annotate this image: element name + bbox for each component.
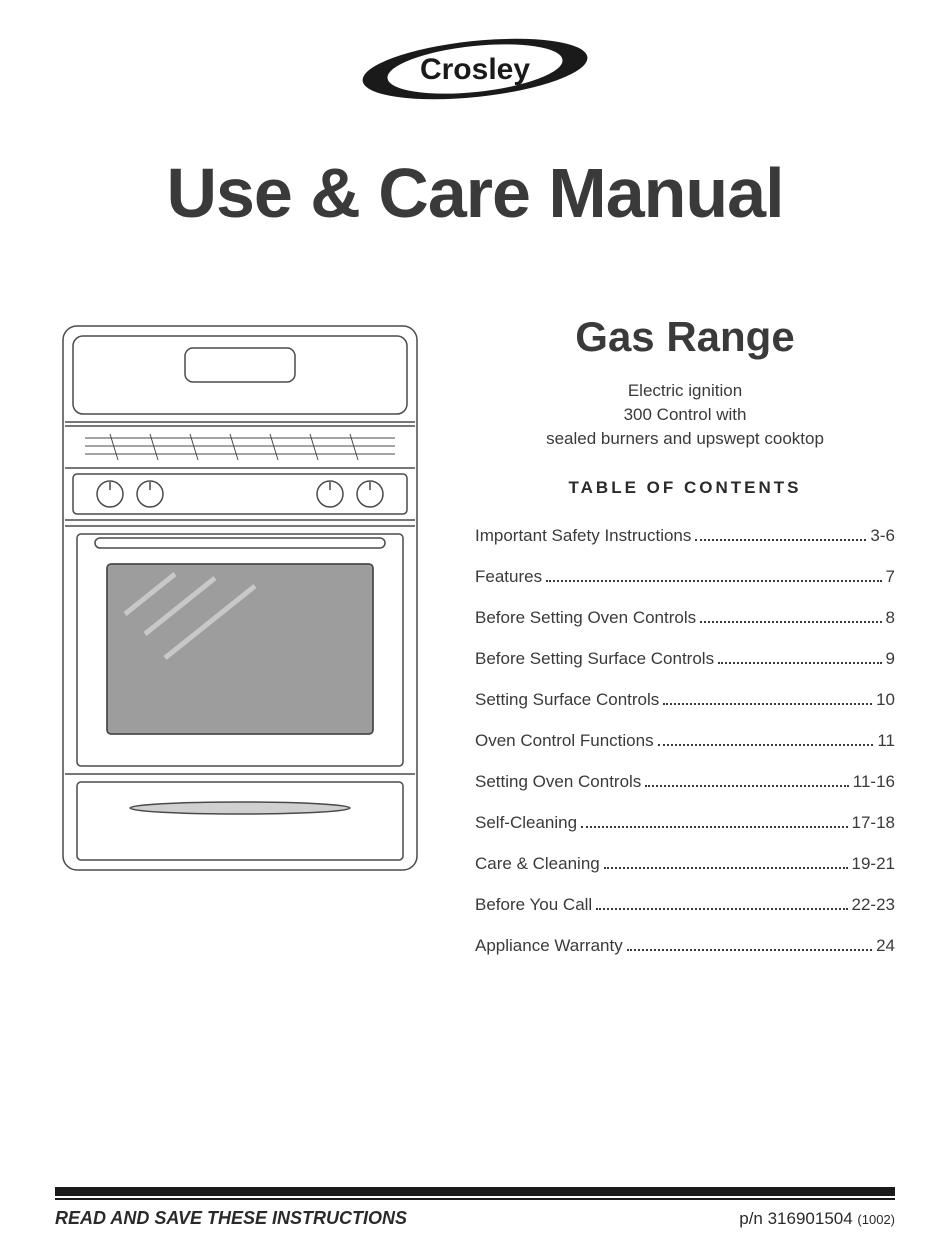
toc-page: 8: [886, 608, 895, 628]
toc-page: 24: [876, 936, 895, 956]
toc-label: Setting Surface Controls: [475, 690, 659, 710]
toc-leader-dots: [645, 785, 848, 787]
toc-label: Self-Cleaning: [475, 813, 577, 833]
desc-line-3: sealed burners and upswept cooktop: [546, 429, 824, 448]
toc-label: Before You Call: [475, 895, 592, 915]
toc-page: 3-6: [870, 526, 895, 546]
product-illustration-column: [55, 313, 425, 977]
brand-logo-container: Crosley: [55, 30, 895, 113]
footer-row: READ AND SAVE THESE INSTRUCTIONS p/n 316…: [55, 1208, 895, 1229]
toc-item: Care & Cleaning 19-21: [475, 854, 895, 874]
toc-label: Before Setting Oven Controls: [475, 608, 696, 628]
toc-leader-dots: [658, 744, 874, 746]
toc-label: Features: [475, 567, 542, 587]
crosley-logo: Crosley: [360, 30, 590, 108]
desc-line-2: 300 Control with: [624, 405, 747, 424]
toc-label: Important Safety Instructions: [475, 526, 691, 546]
footer-instruction: READ AND SAVE THESE INSTRUCTIONS: [55, 1208, 407, 1229]
toc-leader-dots: [596, 908, 847, 910]
toc-page: 11-16: [853, 772, 895, 792]
toc-leader-dots: [604, 867, 848, 869]
toc-page: 10: [876, 690, 895, 710]
toc-leader-dots: [546, 580, 881, 582]
pn-prefix: p/n: [739, 1209, 767, 1228]
toc-label: Appliance Warranty: [475, 936, 623, 956]
footer-rule-thin: [55, 1198, 895, 1200]
page-footer: READ AND SAVE THESE INSTRUCTIONS p/n 316…: [55, 1187, 895, 1229]
toc-label: Care & Cleaning: [475, 854, 600, 874]
toc-label: Before Setting Surface Controls: [475, 649, 714, 669]
toc-item: Features 7: [475, 567, 895, 587]
toc-item: Setting Oven Controls 11-16: [475, 772, 895, 792]
toc-item: Appliance Warranty 24: [475, 936, 895, 956]
toc-page: 9: [886, 649, 895, 669]
toc-item: Before You Call 22-23: [475, 895, 895, 915]
svg-text:Crosley: Crosley: [420, 53, 530, 86]
gas-range-illustration: [55, 318, 425, 878]
pn-suffix: (1002): [857, 1212, 895, 1227]
footer-rule-thick: [55, 1187, 895, 1196]
toc-leader-dots: [700, 621, 881, 623]
toc-leader-dots: [695, 539, 866, 541]
part-number: p/n 316901504 (1002): [739, 1209, 895, 1229]
manual-title: Use & Care Manual: [55, 153, 895, 233]
product-subtitle: Gas Range: [475, 313, 895, 361]
toc-item: Important Safety Instructions 3-6: [475, 526, 895, 546]
pn-value: 316901504: [768, 1209, 853, 1228]
manual-cover-page: Crosley Use & Care Manual: [0, 0, 950, 977]
toc-leader-dots: [581, 826, 847, 828]
toc-item: Oven Control Functions 11: [475, 731, 895, 751]
toc-label: Oven Control Functions: [475, 731, 654, 751]
toc-label: Setting Oven Controls: [475, 772, 641, 792]
toc-item: Before Setting Surface Controls 9: [475, 649, 895, 669]
toc-page: 17-18: [852, 813, 895, 833]
toc-page: 11: [877, 731, 895, 751]
toc-leader-dots: [663, 703, 872, 705]
toc-column: Gas Range Electric ignition 300 Control …: [475, 313, 895, 977]
content-row: Gas Range Electric ignition 300 Control …: [55, 313, 895, 977]
toc-leader-dots: [627, 949, 872, 951]
toc-item: Before Setting Oven Controls 8: [475, 608, 895, 628]
toc-item: Self-Cleaning 17-18: [475, 813, 895, 833]
desc-line-1: Electric ignition: [628, 381, 742, 400]
toc-page: 19-21: [852, 854, 895, 874]
toc-heading: TABLE OF CONTENTS: [475, 478, 895, 498]
toc-page: 7: [886, 567, 895, 587]
toc-item: Setting Surface Controls 10: [475, 690, 895, 710]
toc-page: 22-23: [852, 895, 895, 915]
toc-leader-dots: [718, 662, 881, 664]
product-description: Electric ignition 300 Control with seale…: [475, 379, 895, 450]
table-of-contents: Important Safety Instructions 3-6 Featur…: [475, 526, 895, 956]
